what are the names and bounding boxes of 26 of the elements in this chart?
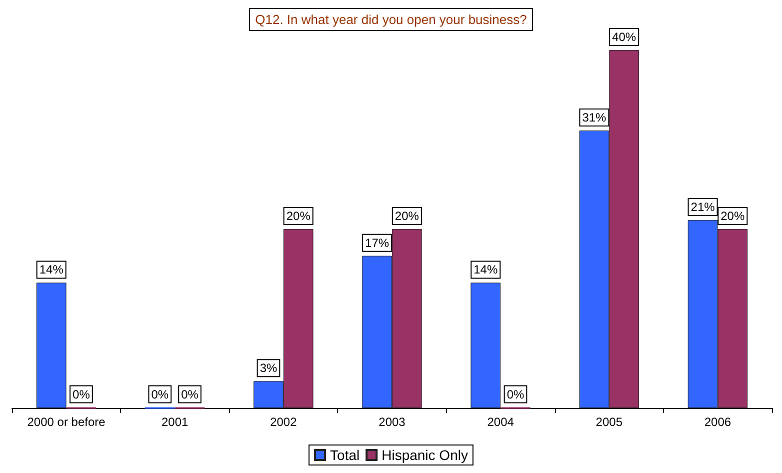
data-label: 17% <box>365 236 390 250</box>
x-tick-label: 2005 <box>596 415 623 429</box>
data-label: 14% <box>474 262 498 277</box>
data-label: 20% <box>394 209 420 223</box>
data-label: 14% <box>39 262 64 277</box>
x-tick-label: 2001 <box>162 415 189 429</box>
data-label: 0% <box>181 387 199 402</box>
bar <box>470 282 501 408</box>
data-label: 31% <box>582 110 607 125</box>
data-label: 0% <box>151 387 169 402</box>
legend-label: Hispanic Only <box>382 447 468 463</box>
data-label: 0% <box>506 387 524 402</box>
x-tick-label: 2004 <box>487 415 514 429</box>
data-label: 21% <box>690 200 716 214</box>
legend-label: Total <box>330 447 360 463</box>
data-label: 0% <box>72 387 90 402</box>
x-tick-label: 2000 or before <box>27 415 106 429</box>
chart-title: Q12. In what year did you open your business? <box>255 12 527 27</box>
bar <box>36 282 66 408</box>
x-tick-label: 2003 <box>378 415 406 429</box>
data-label: 20% <box>720 209 745 223</box>
data-label: 40% <box>612 30 636 44</box>
data-label: 3% <box>260 361 278 376</box>
x-tick-label: 2002 <box>270 415 298 429</box>
data-label: 20% <box>286 209 311 223</box>
x-tick-label: 2006 <box>704 415 732 429</box>
